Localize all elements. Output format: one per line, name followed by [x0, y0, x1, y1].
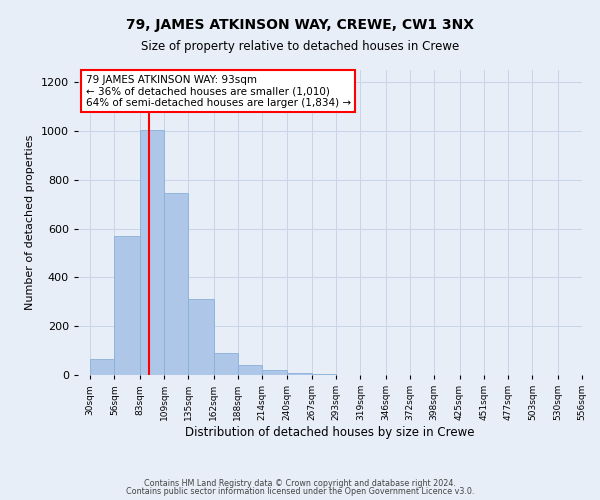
Bar	[238, 365, 262, 375]
Bar	[164, 193, 188, 375]
Y-axis label: Number of detached properties: Number of detached properties	[25, 135, 35, 310]
Text: Contains HM Land Registry data © Crown copyright and database right 2024.: Contains HM Land Registry data © Crown c…	[144, 478, 456, 488]
Bar	[115, 236, 140, 375]
Bar	[287, 372, 312, 375]
Bar	[262, 370, 287, 375]
Text: Contains public sector information licensed under the Open Government Licence v3: Contains public sector information licen…	[126, 487, 474, 496]
Text: 79, JAMES ATKINSON WAY, CREWE, CW1 3NX: 79, JAMES ATKINSON WAY, CREWE, CW1 3NX	[126, 18, 474, 32]
Bar	[188, 300, 214, 375]
Bar	[312, 374, 336, 375]
Bar	[140, 130, 164, 375]
Text: Size of property relative to detached houses in Crewe: Size of property relative to detached ho…	[141, 40, 459, 53]
Bar	[214, 353, 238, 375]
Bar	[90, 359, 115, 375]
Text: 79 JAMES ATKINSON WAY: 93sqm
← 36% of detached houses are smaller (1,010)
64% of: 79 JAMES ATKINSON WAY: 93sqm ← 36% of de…	[86, 74, 350, 108]
X-axis label: Distribution of detached houses by size in Crewe: Distribution of detached houses by size …	[185, 426, 475, 439]
